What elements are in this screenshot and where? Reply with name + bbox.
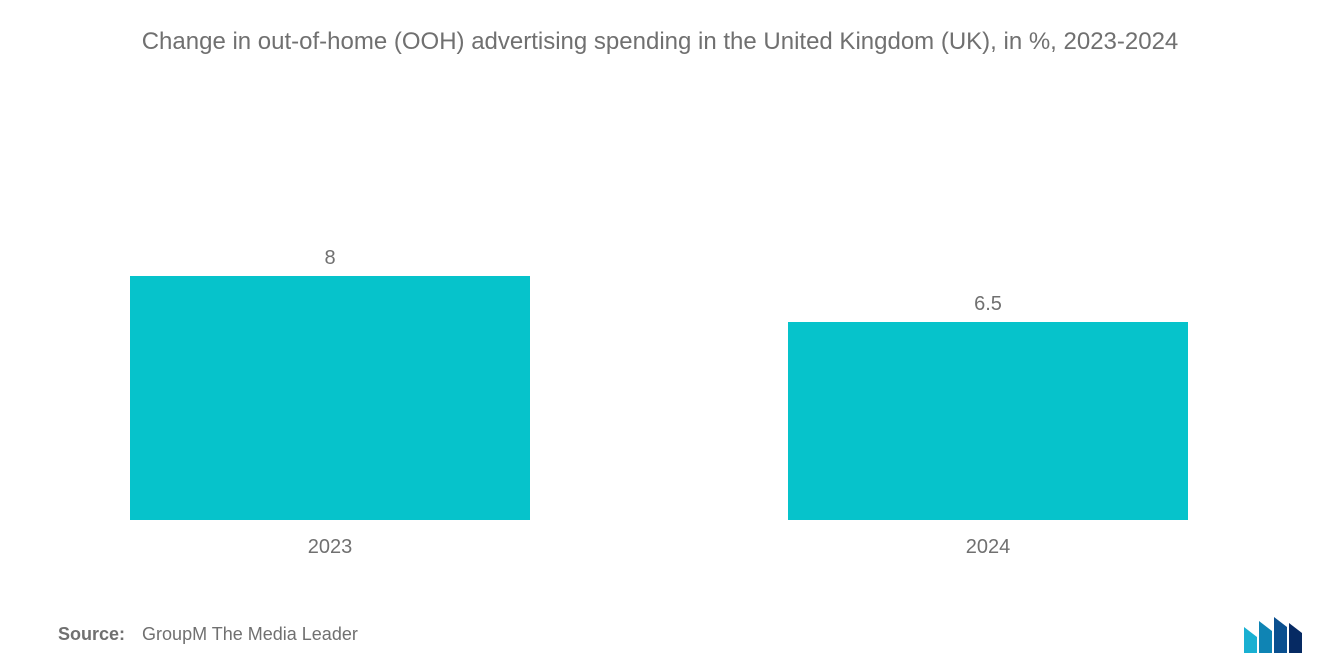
source-text: GroupM The Media Leader	[142, 624, 358, 644]
bar-value-label: 6.5	[788, 293, 1188, 316]
chart-plot-area: 82023 6.52024	[130, 120, 1188, 520]
bar-value-label: 8	[130, 247, 530, 270]
brand-logo-icon	[1244, 617, 1302, 653]
bar	[788, 322, 1188, 520]
bar-group: 6.52024	[788, 276, 1188, 520]
chart-container: Change in out-of-home (OOH) advertising …	[0, 0, 1320, 665]
source-footer: Source: GroupM The Media Leader	[58, 624, 358, 645]
bar-category-label: 2023	[130, 536, 530, 559]
bar-category-label: 2024	[788, 536, 1188, 559]
bar-group: 82023	[130, 276, 530, 520]
chart-title: Change in out-of-home (OOH) advertising …	[0, 26, 1320, 58]
source-label: Source:	[58, 624, 125, 644]
bar	[130, 276, 530, 520]
